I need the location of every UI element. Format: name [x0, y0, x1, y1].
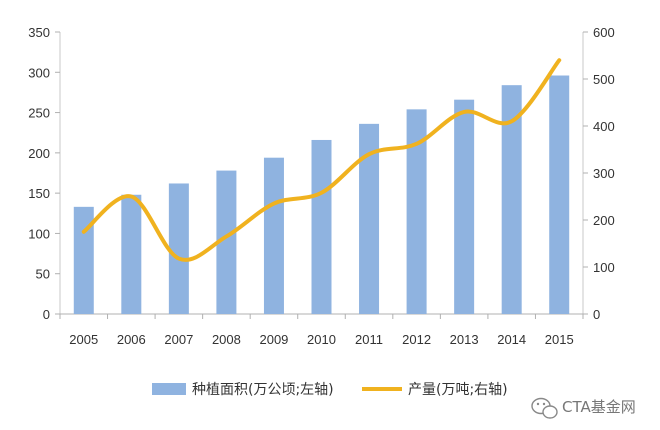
bar-2014	[501, 85, 522, 314]
bar-2010	[311, 139, 332, 314]
right-tick-label: 600	[593, 25, 615, 40]
bar-2008	[216, 170, 237, 314]
bar-2005	[73, 206, 94, 314]
watermark-text: CTA基金网	[562, 398, 636, 416]
bar-2013	[454, 99, 475, 315]
legend-bar-swatch	[152, 383, 186, 395]
x-tick-label: 2009	[259, 332, 288, 347]
x-tick-label: 2010	[307, 332, 336, 347]
x-tick-label: 2012	[402, 332, 431, 347]
bar-2009	[263, 157, 284, 314]
x-tick-label: 2013	[450, 332, 479, 347]
x-tick-label: 2015	[545, 332, 574, 347]
right-axis: 0 100 200 300 400 500 600	[583, 25, 615, 322]
left-tick-label: 300	[28, 65, 50, 80]
x-axis: 2005 2006 2007 2008 2009 2010 2011 2012 2013 2014…	[59, 314, 584, 347]
x-tick-label: 2007	[164, 332, 193, 347]
left-tick-label: 50	[36, 267, 50, 282]
x-tick-label: 2014	[497, 332, 526, 347]
left-tick-label: 100	[28, 226, 50, 241]
x-tick-label: 2011	[355, 332, 383, 347]
legend: 种植面积(万公顷;左轴) 产量(万吨;右轴)	[152, 382, 508, 398]
bar-2011	[359, 123, 380, 314]
legend-line-label: 产量(万吨;右轴)	[408, 382, 508, 398]
right-tick-label: 300	[593, 166, 615, 181]
bar-2012	[406, 109, 427, 314]
right-tick-label: 100	[593, 260, 615, 275]
left-tick-label: 200	[28, 146, 50, 161]
right-tick-label: 0	[593, 307, 600, 322]
right-tick-label: 400	[593, 119, 615, 134]
wechat-icon	[531, 397, 558, 419]
bar-2015	[549, 75, 570, 314]
left-tick-label: 150	[28, 186, 50, 201]
bar-2007	[168, 183, 189, 314]
left-tick-label: 0	[43, 307, 50, 322]
left-axis: 0 50 100 150 200 250 300 350	[28, 25, 60, 322]
left-tick-label: 350	[28, 25, 50, 40]
x-tick-label: 2006	[117, 332, 146, 347]
bar-2006	[121, 194, 142, 314]
line-series	[81, 58, 562, 262]
legend-bar-label: 种植面积(万公顷;左轴)	[192, 382, 334, 398]
x-tick-label: 2005	[69, 332, 98, 347]
x-tick-label: 2008	[212, 332, 241, 347]
left-tick-label: 250	[28, 106, 50, 121]
right-tick-label: 200	[593, 213, 615, 228]
bar-series	[73, 75, 570, 315]
watermark: CTA基金网	[531, 397, 636, 419]
right-tick-label: 500	[593, 72, 615, 87]
